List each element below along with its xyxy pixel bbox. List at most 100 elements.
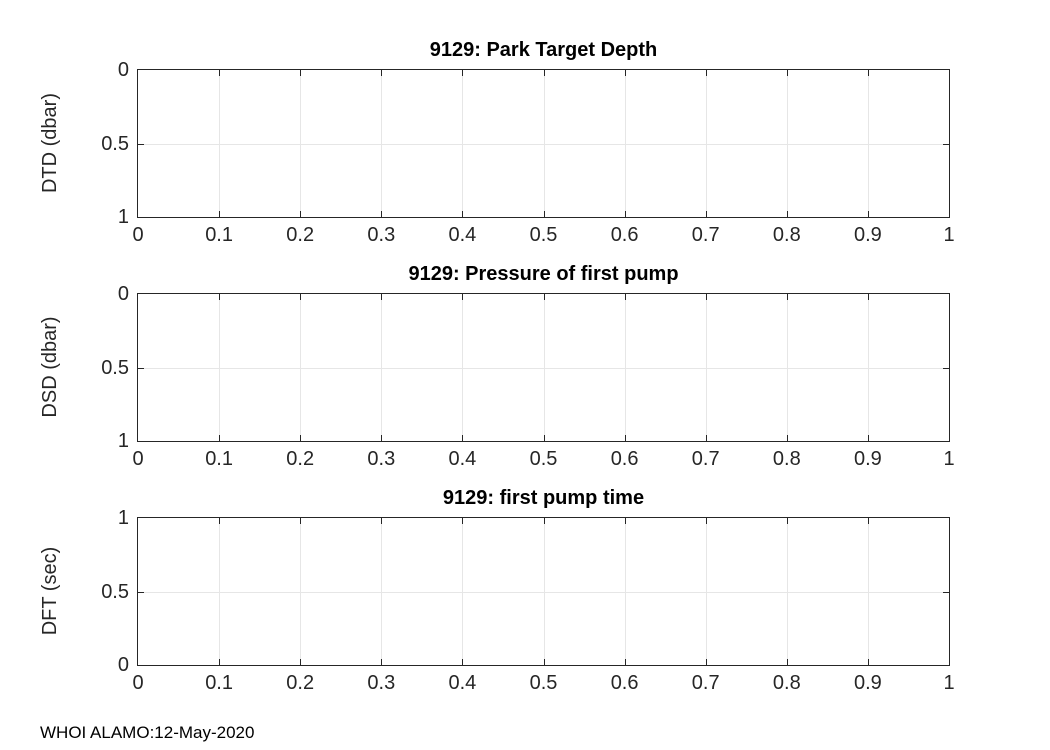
tick-mark (219, 518, 221, 524)
tick-mark (867, 70, 869, 76)
y-tick-label: 0.5 (101, 132, 129, 155)
x-tick-label: 0.6 (610, 448, 639, 470)
tick-mark (867, 211, 869, 217)
tick-mark (462, 211, 464, 217)
tick-mark (624, 70, 626, 76)
tick-mark (300, 294, 302, 300)
x-tick-label: 0.1 (205, 448, 233, 470)
tick-mark (705, 435, 707, 441)
tick-mark (786, 70, 788, 76)
tick-mark (786, 294, 788, 300)
tick-mark (219, 211, 221, 217)
tick-mark (381, 294, 383, 300)
x-tick-label: 0.8 (772, 448, 801, 470)
tick-mark (219, 659, 221, 665)
tick-mark (381, 70, 383, 76)
x-tick-label: 0.5 (529, 448, 558, 470)
tick-mark (300, 518, 302, 524)
x-tick-label: 0.5 (529, 224, 558, 246)
tick-mark (462, 659, 464, 665)
tick-mark (543, 518, 545, 524)
tick-mark (381, 518, 383, 524)
tick-mark (138, 367, 144, 369)
tick-mark (624, 294, 626, 300)
tick-mark (543, 70, 545, 76)
tick-mark (705, 659, 707, 665)
tick-mark (219, 294, 221, 300)
tick-mark (381, 435, 383, 441)
y-tick-label: 0 (117, 654, 129, 676)
x-tick-label: 1 (943, 672, 955, 694)
x-tick-label: 0.9 (853, 224, 882, 246)
tick-mark (624, 518, 626, 524)
grid-line-horizontal (138, 367, 949, 369)
y-tick-label: 0.5 (101, 356, 129, 379)
tick-mark (624, 659, 626, 665)
tick-mark (300, 659, 302, 665)
tick-mark (138, 591, 144, 593)
y-axis-label: DFT (sec) (39, 546, 61, 636)
x-tick-label: 0.9 (853, 448, 882, 470)
y-tick-label: 0 (117, 283, 129, 305)
x-tick-label: 0 (132, 448, 144, 470)
x-tick-label: 0.7 (691, 224, 720, 246)
tick-mark (543, 659, 545, 665)
tick-mark (705, 70, 707, 76)
tick-mark (943, 143, 949, 145)
tick-mark (624, 435, 626, 441)
x-tick-label: 0.4 (448, 224, 477, 246)
y-tick-label: 1 (117, 507, 129, 529)
x-tick-label: 0.3 (367, 224, 396, 246)
tick-mark (705, 211, 707, 217)
tick-mark (786, 659, 788, 665)
y-tick-label: 1 (117, 206, 129, 228)
tick-mark (943, 591, 949, 593)
tick-mark (867, 659, 869, 665)
x-tick-label: 1 (943, 224, 955, 246)
grid-line-horizontal (138, 591, 949, 593)
x-tick-label: 0.6 (610, 224, 639, 246)
tick-mark (219, 70, 221, 76)
tick-mark (705, 518, 707, 524)
x-tick-label: 0.8 (772, 672, 801, 694)
tick-mark (543, 435, 545, 441)
x-tick-label: 0.7 (691, 672, 720, 694)
tick-mark (943, 367, 949, 369)
tick-mark (462, 518, 464, 524)
tick-mark (462, 70, 464, 76)
tick-mark (867, 435, 869, 441)
tick-mark (624, 211, 626, 217)
tick-mark (543, 211, 545, 217)
figure-footer: WHOI ALAMO:12-May-2020 (40, 723, 255, 742)
y-tick-label: 0 (117, 59, 129, 81)
x-tick-label: 0.4 (448, 448, 477, 470)
tick-mark (786, 211, 788, 217)
x-tick-label: 1 (943, 448, 955, 470)
tick-mark (300, 211, 302, 217)
plot-area: 0 0.1 0.2 0.3 0.4 0.5 0.6 0.7 0.8 0.9 1 0 0.5 1 (101, 284, 954, 469)
grid-line-horizontal (138, 143, 949, 145)
x-tick-label: 0.5 (529, 672, 558, 694)
x-tick-label: 0 (132, 224, 144, 246)
x-tick-label: 0.8 (772, 224, 801, 246)
tick-mark (543, 294, 545, 300)
y-axis-label: DTD (dbar) (39, 93, 61, 194)
plot-title: 9129: first pump time (442, 487, 645, 509)
plot-area: 0 0.1 0.2 0.3 0.4 0.5 0.6 0.7 0.8 0.9 1 0 0.5 1 (101, 60, 954, 245)
tick-mark (138, 143, 144, 145)
tick-mark (867, 294, 869, 300)
x-tick-label: 0.9 (853, 672, 882, 694)
tick-mark (300, 70, 302, 76)
plot-title: 9129: Park Target Depth (429, 39, 658, 61)
tick-mark (381, 211, 383, 217)
x-tick-label: 0.4 (448, 672, 477, 694)
tick-mark (786, 518, 788, 524)
x-tick-label: 0.7 (691, 448, 720, 470)
x-tick-label: 0.1 (205, 672, 233, 694)
tick-mark (786, 435, 788, 441)
tick-mark (867, 518, 869, 524)
x-tick-label: 0.2 (286, 448, 315, 470)
y-axis-label: DSD (dbar) (39, 316, 61, 418)
tick-mark (219, 435, 221, 441)
